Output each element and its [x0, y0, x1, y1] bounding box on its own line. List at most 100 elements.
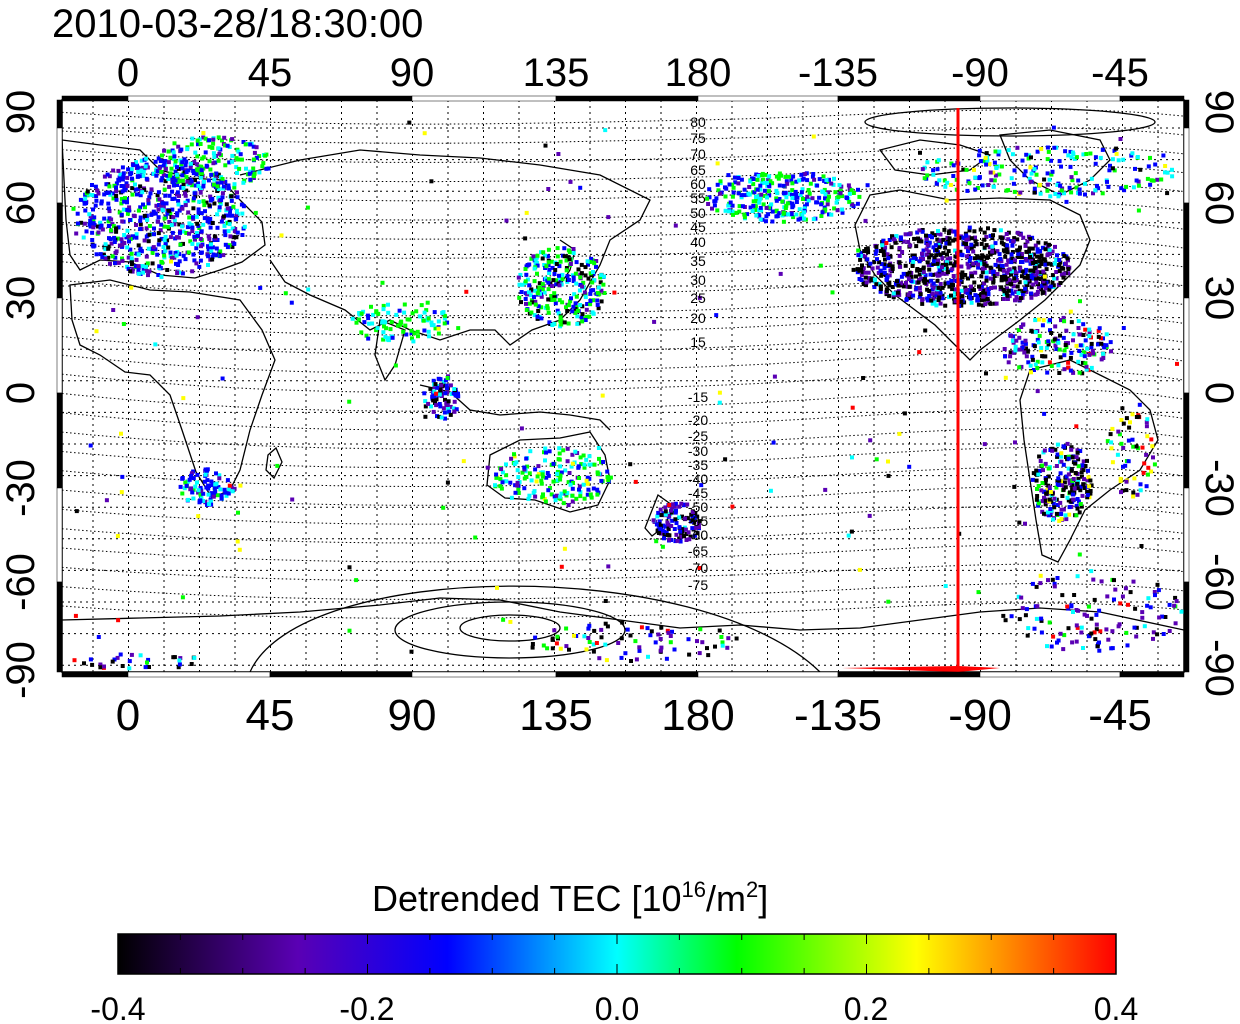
tec-point	[670, 629, 674, 634]
tec-point	[218, 201, 223, 206]
tec-point	[229, 198, 234, 203]
tec-point	[201, 222, 206, 227]
tec-point	[736, 176, 741, 180]
tec-point	[979, 292, 983, 297]
tec-point	[1025, 275, 1030, 280]
tec-point	[884, 289, 889, 294]
tec-point	[1075, 450, 1080, 455]
tec-point	[658, 526, 663, 531]
tec-point	[211, 161, 216, 166]
bottom-axis-segments	[61, 671, 1185, 678]
tec-point	[129, 652, 134, 657]
tec-point	[81, 235, 86, 240]
tec-point	[921, 257, 925, 261]
tec-point	[718, 191, 722, 196]
tec-point	[559, 470, 564, 475]
tec-point	[1049, 158, 1053, 163]
tec-point	[864, 283, 868, 288]
tec-point	[212, 234, 217, 239]
tec-point	[592, 278, 597, 283]
tec-point	[1040, 290, 1045, 295]
tec-point	[578, 490, 583, 495]
tec-point	[197, 264, 202, 269]
left-tick-60: 60	[0, 181, 43, 226]
tec-point	[1045, 145, 1050, 150]
tec-point	[547, 271, 552, 275]
tec-point	[800, 212, 805, 217]
tec-point	[1057, 263, 1062, 267]
tec-point	[536, 464, 541, 469]
tec-point	[549, 294, 554, 298]
tec-point	[1094, 612, 1099, 617]
tec-point	[985, 255, 989, 260]
tec-point	[359, 330, 364, 335]
tec-point	[847, 199, 852, 204]
tec-point	[888, 268, 893, 273]
tec-point	[1062, 191, 1066, 196]
tec-point	[197, 226, 202, 230]
tec-point	[944, 266, 949, 271]
tec-point	[612, 290, 617, 295]
tec-point	[114, 197, 119, 202]
tec-point	[1071, 332, 1076, 337]
tec-point	[104, 191, 109, 195]
tec-point	[456, 394, 461, 399]
tec-point	[719, 635, 724, 639]
tec-point	[128, 269, 133, 274]
tec-point	[908, 231, 913, 236]
tec-point	[673, 517, 678, 522]
tec-point	[1013, 298, 1017, 303]
tec-point	[136, 169, 141, 174]
tec-point	[845, 196, 849, 200]
tec-point	[991, 279, 996, 284]
tec-point	[196, 210, 201, 215]
tec-point	[823, 196, 827, 201]
tec-point	[1052, 581, 1057, 586]
tec-point	[119, 431, 123, 436]
tec-point	[579, 262, 584, 267]
tec-point	[499, 467, 504, 472]
tec-point	[436, 326, 441, 331]
tec-point	[1167, 602, 1172, 607]
tec-point	[1051, 517, 1056, 522]
tec-point	[94, 194, 99, 199]
tec-point	[116, 225, 121, 230]
tec-point	[200, 156, 205, 161]
tec-point	[985, 158, 990, 163]
tec-point	[1087, 330, 1092, 335]
tec-point	[1070, 455, 1075, 460]
tec-point	[924, 233, 928, 238]
tec-point	[106, 219, 111, 224]
tec-point	[217, 254, 222, 259]
tec-point	[127, 205, 132, 210]
tec-point	[423, 414, 428, 419]
tec-point	[754, 195, 758, 199]
tec-point	[544, 264, 549, 269]
tec-point	[781, 219, 786, 224]
tec-point	[608, 475, 613, 480]
tec-point	[666, 630, 671, 635]
tec-point	[237, 166, 242, 171]
top-tick-minus90: -90	[951, 51, 1009, 95]
tec-point	[877, 260, 882, 265]
tec-point	[1080, 371, 1085, 376]
tec-point	[191, 252, 196, 257]
tec-point	[107, 184, 112, 189]
tec-point	[690, 518, 695, 523]
tec-point	[874, 282, 879, 287]
tec-point	[591, 288, 596, 293]
tec-point	[817, 177, 822, 182]
tec-point	[1050, 448, 1055, 453]
tec-point	[1139, 544, 1144, 548]
tec-point	[159, 259, 164, 264]
tec-point	[950, 287, 955, 292]
tec-point	[1075, 448, 1080, 453]
tec-point	[162, 238, 167, 243]
tec-point	[199, 168, 204, 173]
tec-point	[1059, 265, 1064, 270]
tec-point	[766, 205, 771, 210]
tec-point	[1071, 497, 1076, 502]
tec-point	[571, 304, 576, 309]
tec-point	[1039, 253, 1044, 258]
contour-label: 15	[690, 334, 706, 350]
